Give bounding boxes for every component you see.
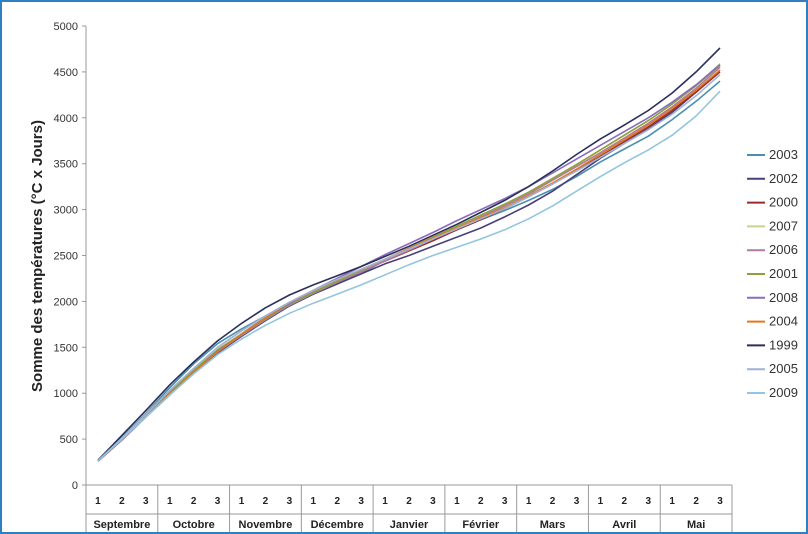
legend-label: 2003 (769, 147, 798, 162)
x-month-label: Mai (687, 519, 705, 531)
x-dekad-label: 2 (406, 496, 412, 507)
x-dekad-label: 3 (143, 496, 149, 507)
y-tick-labels: 0 500 1000 1500 2000 2500 3000 3500 4000 4500 5000 (54, 21, 78, 492)
y-tick-label: 0 (72, 480, 78, 492)
x-month-label: Novembre (239, 519, 293, 531)
y-tick-label: 2500 (54, 251, 78, 263)
axes (82, 25, 732, 486)
x-dekad-label: 1 (382, 496, 388, 507)
x-month-label: Octobre (173, 519, 215, 531)
legend-label: 2006 (769, 242, 798, 257)
x-month-label: Janvier (390, 519, 429, 531)
x-dekad-label: 1 (669, 496, 675, 507)
x-dekad-label: 1 (526, 496, 532, 507)
series-line-2002 (97, 69, 721, 462)
y-tick-label: 500 (60, 434, 78, 446)
x-dekad-label: 3 (502, 496, 508, 507)
legend-label: 1999 (769, 337, 798, 352)
series-line-2005 (97, 74, 721, 462)
x-dekad-label: 1 (454, 496, 460, 507)
y-tick-label: 4500 (54, 67, 78, 79)
x-dekad-label: 3 (574, 496, 580, 507)
series-line-2004 (97, 69, 721, 462)
x-axis-categories: 1 2 3 Septembre 1 2 3 Octobre 1 2 3 Novembre 1 2 3 Déce… (85, 485, 733, 532)
x-dekad-label: 3 (717, 496, 723, 507)
x-month-label: Avril (612, 519, 636, 531)
legend-label: 2007 (769, 218, 798, 233)
x-dekad-label: 2 (622, 496, 628, 507)
x-dekad-label: 1 (311, 496, 317, 507)
x-month-label: Février (462, 519, 499, 531)
series-line-2009 (97, 90, 721, 462)
legend-label: 2005 (769, 361, 798, 376)
legend-label: 2004 (769, 314, 798, 329)
y-axis-label: Somme des températures (°C x Jours) (29, 120, 46, 392)
x-dekad-label: 2 (550, 496, 556, 507)
x-dekad-label: 3 (215, 496, 221, 507)
y-tick-label: 2000 (54, 296, 78, 308)
y-tick-label: 3000 (54, 205, 78, 217)
x-dekad-label: 2 (478, 496, 484, 507)
x-dekad-label: 2 (334, 496, 340, 507)
x-dekad-label: 2 (119, 496, 125, 507)
legend-label: 2002 (769, 171, 798, 186)
y-tick-label: 1000 (54, 388, 78, 400)
legend-label: 2000 (769, 195, 798, 210)
x-dekad-label: 1 (239, 496, 245, 507)
x-dekad-label: 1 (167, 496, 173, 507)
series-line-2001 (97, 64, 721, 461)
x-dekad-label: 2 (693, 496, 699, 507)
x-dekad-label: 3 (287, 496, 293, 507)
x-dekad-label: 2 (191, 496, 197, 507)
y-tick-label: 4000 (54, 113, 78, 125)
series-lines (97, 47, 721, 462)
x-dekad-label: 3 (645, 496, 651, 507)
x-month-label: Septembre (93, 519, 150, 531)
x-month-label: Mars (540, 519, 566, 531)
x-dekad-label: 2 (263, 496, 269, 507)
x-dekad-label: 3 (430, 496, 436, 507)
legend: 2003 2002 2000 2007 2006 2001 2008 2004 1999 2005… (747, 147, 798, 400)
y-tick-label: 5000 (54, 21, 78, 33)
y-tick-label: 3500 (54, 159, 78, 171)
x-month-label: Décembre (311, 519, 364, 531)
legend-label: 2001 (769, 266, 798, 281)
x-dekad-label: 3 (358, 496, 364, 507)
legend-label: 2009 (769, 385, 798, 400)
x-dekad-label: 1 (598, 496, 604, 507)
series-line-1999 (97, 47, 721, 461)
legend-label: 2008 (769, 290, 798, 305)
y-tick-label: 1500 (54, 342, 78, 354)
x-dekad-label: 1 (95, 496, 101, 507)
